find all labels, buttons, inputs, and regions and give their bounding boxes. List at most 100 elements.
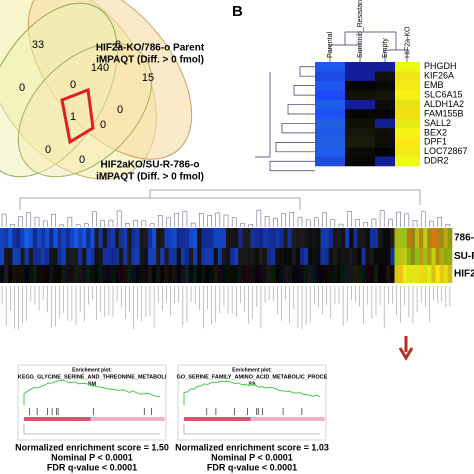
heat-cell	[115, 248, 120, 265]
heat-cell	[332, 228, 338, 248]
gene-label: PHGDH	[424, 61, 457, 71]
heat-cell	[201, 265, 206, 283]
heat-cell	[69, 228, 75, 248]
heat-cell	[45, 265, 50, 283]
heat-cell	[320, 265, 325, 283]
heat-cell	[402, 248, 408, 265]
gsea-stat: Nominal P < 0.0001	[211, 452, 293, 462]
heat-cell	[423, 228, 428, 248]
heat-cell	[123, 248, 128, 265]
heat-cell	[139, 265, 145, 283]
heat-cell	[4, 265, 9, 283]
heat-cell	[4, 248, 9, 265]
heat-cell	[345, 99, 375, 110]
heat-cell	[447, 265, 453, 283]
heat-cell	[423, 265, 428, 283]
gsea-stat: FDR q-value < 0.0001	[47, 462, 137, 472]
heat-cell	[345, 228, 350, 248]
venn-count: 0	[70, 79, 76, 91]
heat-cell	[49, 265, 54, 283]
heat-cell	[205, 228, 210, 248]
heat-cell	[135, 228, 141, 248]
heat-cell	[316, 248, 321, 265]
heat-cell	[395, 71, 420, 82]
heat-cell	[115, 228, 120, 248]
heat-cell	[209, 248, 214, 265]
heat-cell	[415, 265, 420, 283]
heat-cell	[419, 265, 424, 283]
heat-cell	[168, 265, 173, 283]
heat-cell	[283, 265, 288, 283]
heat-cell	[36, 228, 42, 248]
heat-cell	[86, 248, 91, 265]
heat-cell	[152, 248, 157, 265]
heat-cell	[254, 265, 260, 283]
heat-cell	[246, 228, 251, 248]
heat-cell	[94, 265, 99, 283]
heat-cell	[16, 265, 21, 283]
heat-cell	[410, 248, 416, 265]
venn-count: 0	[45, 144, 51, 156]
heat-cell	[217, 248, 223, 265]
heat-cell	[415, 248, 420, 265]
heat-cell	[386, 248, 391, 265]
heat-cell	[258, 248, 264, 265]
heat-cell	[304, 265, 309, 283]
heat-cell	[164, 248, 169, 265]
heat-cell	[28, 265, 34, 283]
heat-cell	[443, 228, 449, 248]
heat-cell	[375, 128, 395, 138]
heat-cell	[8, 265, 13, 283]
heat-cell	[365, 248, 371, 265]
heat-cell	[395, 156, 420, 167]
heat-cell	[395, 62, 420, 72]
heat-cell	[168, 248, 173, 265]
heat-cell	[82, 265, 87, 283]
heat-cell	[102, 248, 108, 265]
heat-cell	[378, 265, 383, 283]
gene-label: KIF26A	[424, 71, 454, 81]
heat-cell	[110, 228, 116, 248]
heat-cell	[283, 228, 288, 248]
column-label: HIF2a-KO	[404, 26, 411, 58]
heat-cell	[312, 265, 317, 283]
heat-cell	[106, 265, 112, 283]
heat-cell	[315, 147, 345, 157]
heat-cell	[123, 228, 128, 248]
column-label: Empty	[382, 38, 389, 58]
heat-cell	[226, 265, 231, 283]
heat-cell	[127, 248, 132, 265]
heat-cell	[336, 248, 342, 265]
heat-cell	[324, 265, 330, 283]
heat-cell	[90, 265, 95, 283]
heat-cell	[394, 228, 399, 248]
rank-bar	[90, 417, 165, 421]
heat-cell	[106, 248, 112, 265]
heat-cell	[375, 147, 395, 157]
heat-cell	[180, 228, 186, 248]
heat-cell	[315, 137, 345, 148]
heat-cell	[258, 228, 264, 248]
rank-bar	[250, 417, 325, 421]
heat-cell	[131, 248, 136, 265]
heat-cell	[82, 228, 87, 248]
heat-cell	[36, 248, 42, 265]
heat-cell	[315, 90, 345, 101]
heat-cell	[287, 248, 293, 265]
heat-cell	[345, 128, 375, 138]
heat-cell	[221, 228, 227, 248]
heat-cell	[123, 265, 128, 283]
heat-cell	[0, 248, 5, 265]
heat-cell	[213, 228, 219, 248]
heat-cell	[378, 248, 383, 265]
heat-cell	[197, 228, 202, 248]
heat-cell	[341, 248, 346, 265]
heat-cell	[102, 228, 108, 248]
heat-cell	[382, 248, 387, 265]
heat-cell	[201, 228, 206, 248]
heat-cell	[119, 228, 124, 248]
heat-cell	[221, 248, 227, 265]
heat-cell	[110, 248, 116, 265]
heat-cell	[373, 265, 379, 283]
heat-cell	[78, 248, 83, 265]
